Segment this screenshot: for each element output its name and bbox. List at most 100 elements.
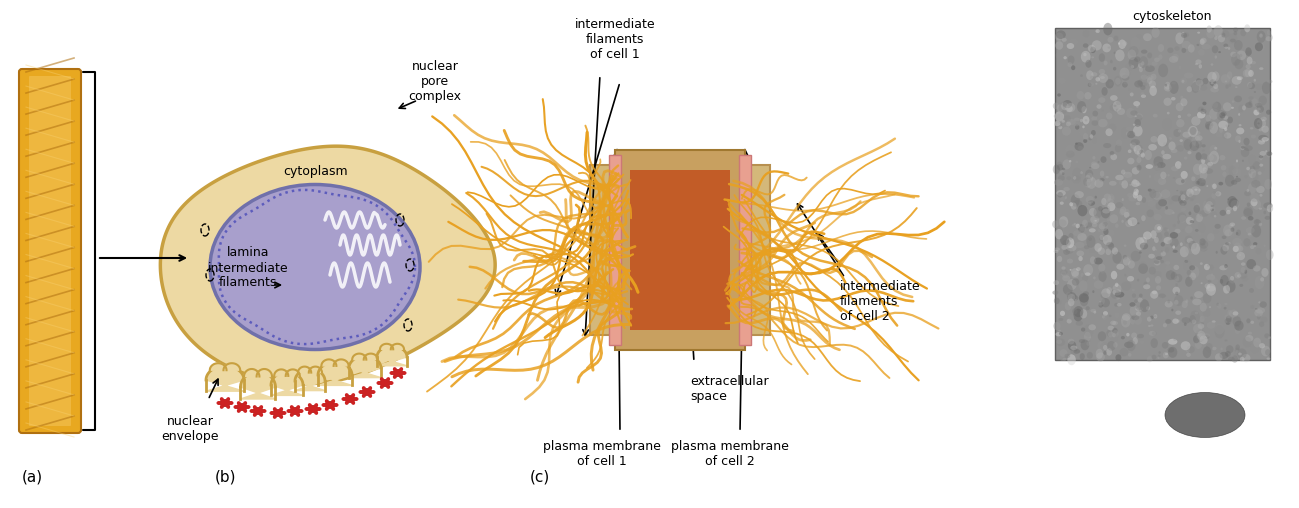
Ellipse shape xyxy=(273,414,277,419)
Ellipse shape xyxy=(1195,59,1202,65)
Ellipse shape xyxy=(1103,235,1112,245)
Ellipse shape xyxy=(1124,81,1129,85)
Ellipse shape xyxy=(1244,175,1248,178)
Ellipse shape xyxy=(1207,25,1212,33)
Ellipse shape xyxy=(1211,125,1213,129)
Ellipse shape xyxy=(1143,231,1152,240)
Ellipse shape xyxy=(1154,260,1160,264)
Ellipse shape xyxy=(1164,98,1172,106)
Ellipse shape xyxy=(1090,257,1096,264)
Ellipse shape xyxy=(1238,113,1241,116)
Ellipse shape xyxy=(1053,250,1059,253)
Ellipse shape xyxy=(1187,113,1191,117)
Ellipse shape xyxy=(1115,49,1125,61)
Ellipse shape xyxy=(1235,350,1238,353)
Ellipse shape xyxy=(1181,98,1187,106)
Ellipse shape xyxy=(1229,231,1234,237)
Ellipse shape xyxy=(1186,86,1192,92)
Ellipse shape xyxy=(1198,223,1205,233)
Ellipse shape xyxy=(1255,103,1263,107)
Ellipse shape xyxy=(1234,178,1241,182)
Ellipse shape xyxy=(1202,149,1205,152)
Ellipse shape xyxy=(1196,333,1205,339)
Polygon shape xyxy=(352,354,366,360)
Ellipse shape xyxy=(1209,79,1216,86)
Ellipse shape xyxy=(1085,170,1094,179)
Ellipse shape xyxy=(279,407,283,412)
Ellipse shape xyxy=(1135,239,1142,246)
Ellipse shape xyxy=(1128,131,1135,138)
Ellipse shape xyxy=(1053,322,1060,330)
Ellipse shape xyxy=(1090,309,1096,312)
Ellipse shape xyxy=(1174,229,1181,234)
Ellipse shape xyxy=(1086,71,1094,80)
Ellipse shape xyxy=(1124,341,1134,348)
Ellipse shape xyxy=(1200,243,1205,249)
Ellipse shape xyxy=(1179,139,1183,142)
Ellipse shape xyxy=(1208,279,1212,282)
Ellipse shape xyxy=(1190,315,1196,324)
Ellipse shape xyxy=(1192,125,1195,129)
Ellipse shape xyxy=(1109,123,1116,132)
Ellipse shape xyxy=(1246,167,1250,170)
Ellipse shape xyxy=(1186,348,1190,353)
Ellipse shape xyxy=(1209,145,1217,154)
Ellipse shape xyxy=(1252,161,1260,170)
Ellipse shape xyxy=(1230,200,1239,209)
Ellipse shape xyxy=(1259,96,1267,106)
Ellipse shape xyxy=(1124,212,1130,218)
Ellipse shape xyxy=(1246,319,1251,323)
Text: lamina
intermediate
filaments: lamina intermediate filaments xyxy=(208,246,288,290)
Ellipse shape xyxy=(1098,97,1105,103)
Ellipse shape xyxy=(1151,325,1154,327)
Ellipse shape xyxy=(1239,284,1243,287)
Ellipse shape xyxy=(1098,206,1103,211)
Ellipse shape xyxy=(1221,347,1222,350)
Ellipse shape xyxy=(1190,296,1192,300)
Ellipse shape xyxy=(1055,179,1063,186)
Ellipse shape xyxy=(1181,77,1187,84)
Ellipse shape xyxy=(1173,265,1179,270)
Ellipse shape xyxy=(1116,286,1121,293)
Ellipse shape xyxy=(1225,339,1228,341)
Ellipse shape xyxy=(1260,261,1264,264)
Ellipse shape xyxy=(1104,194,1111,202)
Polygon shape xyxy=(223,363,240,370)
Ellipse shape xyxy=(1246,227,1255,234)
Ellipse shape xyxy=(1117,303,1121,306)
Ellipse shape xyxy=(1131,180,1139,187)
Ellipse shape xyxy=(1135,202,1141,205)
Ellipse shape xyxy=(1111,321,1116,325)
Ellipse shape xyxy=(1072,278,1079,285)
Ellipse shape xyxy=(325,406,329,411)
Ellipse shape xyxy=(1217,110,1225,120)
Ellipse shape xyxy=(1085,119,1087,121)
Ellipse shape xyxy=(1220,111,1224,116)
Ellipse shape xyxy=(1141,94,1146,98)
Ellipse shape xyxy=(1102,313,1104,315)
Ellipse shape xyxy=(1251,305,1255,309)
Ellipse shape xyxy=(1207,72,1217,82)
Ellipse shape xyxy=(1083,133,1089,140)
Ellipse shape xyxy=(1065,145,1074,154)
Ellipse shape xyxy=(1191,116,1200,125)
Ellipse shape xyxy=(1179,215,1186,223)
Polygon shape xyxy=(318,362,352,386)
Ellipse shape xyxy=(1063,249,1070,255)
Ellipse shape xyxy=(1148,144,1157,150)
Ellipse shape xyxy=(1092,290,1095,293)
Ellipse shape xyxy=(1154,271,1161,278)
Ellipse shape xyxy=(1198,79,1204,86)
Ellipse shape xyxy=(1107,330,1112,336)
Ellipse shape xyxy=(1183,139,1192,150)
Ellipse shape xyxy=(1068,55,1074,64)
Ellipse shape xyxy=(1154,260,1160,266)
Ellipse shape xyxy=(1095,77,1100,81)
Ellipse shape xyxy=(1105,113,1112,119)
Ellipse shape xyxy=(1152,114,1157,117)
Ellipse shape xyxy=(342,397,347,401)
Ellipse shape xyxy=(1109,104,1117,111)
Ellipse shape xyxy=(1129,46,1138,56)
Ellipse shape xyxy=(1235,344,1239,351)
Ellipse shape xyxy=(1267,358,1270,360)
